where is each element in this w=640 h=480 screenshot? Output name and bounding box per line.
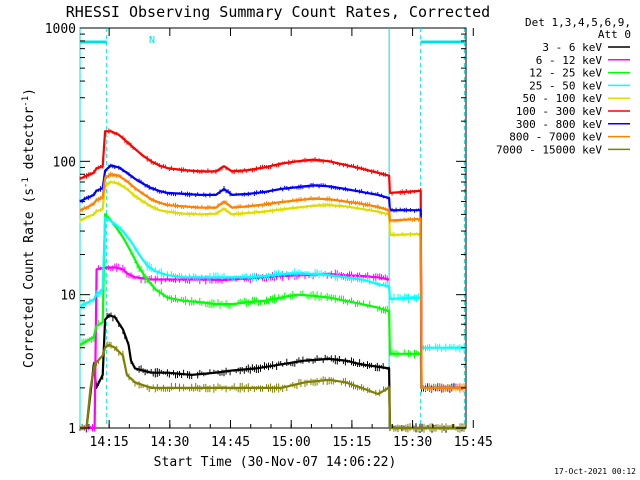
- x-tick-label-5: 15:30: [393, 435, 432, 450]
- y-axis: 1 10 100 1000: [45, 22, 466, 437]
- y-axis-label-sup2: -1: [21, 96, 31, 107]
- night-marker-label: N: [149, 35, 155, 46]
- x-tick-label-3: 15:00: [272, 435, 311, 450]
- legend-label-1: 6 - 12 keV: [536, 54, 603, 67]
- legend-label-7: 800 - 7000 keV: [509, 131, 602, 144]
- legend-label-4: 50 - 100 keV: [523, 92, 603, 105]
- generation-timestamp: 17-Oct-2021 00:12: [554, 467, 636, 476]
- y-axis-label-main: Corrected Count Rate (s: [22, 188, 37, 368]
- legend-label-6: 300 - 800 keV: [516, 118, 602, 131]
- legend-header-line2: Att 0: [598, 28, 631, 41]
- series-group: [79, 128, 466, 433]
- y-tick-label-0: 1: [68, 422, 76, 437]
- x-axis-label: Start Time (30-Nov-07 14:06:22): [154, 455, 397, 470]
- x-tick-label-6: 15:45: [454, 435, 493, 450]
- x-tick-label-4: 15:15: [332, 435, 371, 450]
- y-axis-label: Corrected Count Rate (s-1 detector-1): [21, 88, 37, 368]
- y-axis-label-end: ): [22, 88, 37, 96]
- y-axis-label-sup1: -1: [21, 177, 31, 188]
- legend-label-3: 25 - 50 keV: [529, 79, 602, 92]
- y-tick-label-3: 1000: [45, 22, 76, 37]
- x-axis: 14:15 14:30 14:45 15:00 15:15 15:30 15:45: [88, 28, 493, 450]
- y-tick-label-2: 100: [53, 155, 76, 170]
- series-noise-7: [79, 171, 465, 393]
- x-tick-label-0: 14:15: [90, 435, 129, 450]
- legend-header-line1: Det 1,3,4,5,6,9,: [525, 16, 631, 29]
- legend-label-5: 100 - 300 keV: [516, 105, 602, 118]
- x-tick-label-2: 14:45: [211, 435, 250, 450]
- chart-title: RHESSI Observing Summary Count Rates, Co…: [66, 3, 490, 21]
- legend-label-8: 7000 - 15000 keV: [496, 143, 602, 156]
- y-axis-label-mid: detector: [22, 107, 37, 178]
- x-tick-label-1: 14:30: [150, 435, 189, 450]
- legend-label-0: 3 - 6 keV: [542, 41, 602, 54]
- series-noise-8: [79, 341, 465, 433]
- y-tick-label-1: 10: [60, 289, 76, 304]
- legend-label-2: 12 - 25 keV: [529, 67, 602, 80]
